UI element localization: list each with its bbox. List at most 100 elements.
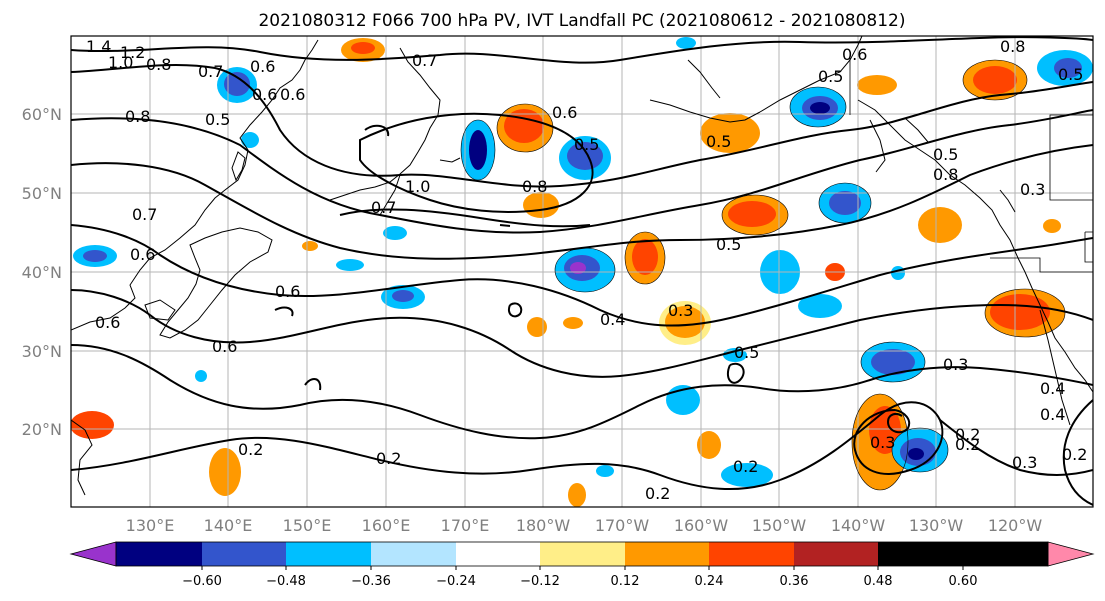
lat-label: 50°N: [22, 184, 62, 203]
contour-labels: 1.4 1.2 1.0 0.8 0.7 0.6 0.8 0.5 0.6 0.7 …: [86, 37, 1087, 503]
colorbar-tick-label: 0.60: [949, 574, 978, 589]
contour-label: 0.5: [574, 135, 599, 154]
contour-label: 1.4: [86, 37, 111, 56]
colorbar-tick-label: 0.12: [611, 574, 640, 589]
colorbar-bin: [202, 542, 286, 566]
coastlines: [71, 36, 1093, 496]
colorbar-tick-label: −0.24: [436, 574, 476, 589]
contour-label: 0.2: [733, 457, 758, 476]
lon-label: 170°E: [441, 516, 490, 535]
contour-label: 0.5: [734, 343, 759, 362]
map-title: 2021080312 F066 700 hPa PV, IVT Landfall…: [258, 11, 905, 31]
lon-label: 130°W: [909, 516, 964, 535]
contour-label: 0.6: [552, 103, 577, 122]
colorbar-tick-labels: −0.60 −0.48 −0.36 −0.24 −0.12 0.12 0.24 …: [182, 574, 977, 589]
graticule: [71, 36, 1093, 507]
lon-label: 130°E: [126, 516, 175, 535]
colorbar-bin: [286, 542, 371, 566]
lon-label: 160°E: [362, 516, 411, 535]
lat-label: 20°N: [22, 420, 62, 439]
lat-label: 30°N: [22, 342, 62, 361]
contour-label: 0.7: [371, 198, 396, 217]
colorbar-bin: [116, 542, 202, 566]
contour-label: 0.6: [95, 313, 120, 332]
colorbar-tick-label: −0.12: [520, 574, 560, 589]
contour-label: 0.5: [933, 145, 958, 164]
contour-label: 0.6: [250, 57, 275, 76]
colorbar-tick-label: 0.24: [695, 574, 724, 589]
contour-label: 0.8: [522, 177, 547, 196]
contour-label: 0.5: [818, 67, 843, 86]
longitude-labels: 130°E 140°E 150°E 160°E 170°E 180°W 170°…: [126, 516, 1043, 535]
contour-label: 0.2: [1062, 445, 1087, 464]
contour-label: 1.0: [405, 177, 430, 196]
lat-label: 40°N: [22, 263, 62, 282]
negative-anomaly: [73, 37, 1093, 487]
lon-label: 150°E: [283, 516, 332, 535]
colorbar-bin: [794, 542, 878, 566]
pv-contours: [71, 36, 1093, 506]
contour-label: 0.6: [280, 85, 305, 104]
contour-label: 0.8: [1000, 37, 1025, 56]
contour-label: 0.6: [252, 85, 277, 104]
colorbar-tick-label: −0.60: [182, 574, 222, 589]
colorbar-frame: [115, 541, 1049, 567]
contour-label: 0.5: [716, 235, 741, 254]
contour-label: 0.6: [842, 45, 867, 64]
contour-label: 1.0: [108, 53, 133, 72]
contour-label: 0.2: [238, 440, 263, 459]
contour-label: 0.2: [376, 449, 401, 468]
colorbar-ticks: [201, 566, 964, 570]
contour-label: 0.2: [955, 425, 980, 444]
contour-label: 0.8: [933, 165, 958, 184]
contour-label: 0.3: [870, 433, 895, 452]
lon-label: 180°W: [516, 516, 571, 535]
contour-label: 0.7: [132, 205, 157, 224]
contour-label: 0.6: [212, 337, 237, 356]
latitude-labels: 60°N 50°N 40°N 30°N 20°N: [22, 105, 62, 439]
contour-label: 0.7: [198, 62, 223, 81]
colorbar-extend-min: [69, 541, 117, 567]
contour-label: 0.3: [943, 355, 968, 374]
map-area: 1.4 1.2 1.0 0.8 0.7 0.6 0.8 0.5 0.6 0.7 …: [71, 36, 1093, 507]
contour-label: 0.2: [645, 484, 670, 503]
contour-label: 0.6: [130, 245, 155, 264]
contour-label: 0.3: [668, 301, 693, 320]
colorbar: −0.60 −0.48 −0.36 −0.24 −0.12 0.12 0.24 …: [69, 541, 1095, 589]
lon-label: 150°W: [752, 516, 807, 535]
lat-label: 60°N: [22, 105, 62, 124]
colorbar-tick-label: −0.48: [266, 574, 306, 589]
contour-label: 0.6: [275, 282, 300, 301]
lon-label: 160°W: [674, 516, 729, 535]
colorbar-bin: [963, 542, 1048, 566]
colorbar-bin: [709, 542, 794, 566]
contour-label: 0.3: [1012, 453, 1037, 472]
contour-label: 0.8: [125, 107, 150, 126]
contour-label: 0.5: [706, 132, 731, 151]
anomaly-outlines: [460, 59, 1066, 491]
colorbar-bin: [540, 542, 625, 566]
colorbar-bin: [371, 542, 456, 566]
map-frame: [70, 35, 1094, 508]
contour-label: 0.5: [1058, 65, 1083, 84]
colorbar-extend-max: [1047, 541, 1095, 567]
contour-label: 0.2: [955, 435, 980, 454]
contour-label: 1.2: [120, 43, 145, 62]
contour-label: 0.3: [1020, 180, 1045, 199]
colorbar-bin: [878, 542, 963, 566]
colorbar-bin: [625, 542, 709, 566]
colorbar-tick-label: 0.48: [864, 574, 893, 589]
contour-label: 0.4: [600, 310, 625, 329]
colorbar-tick-label: −0.36: [351, 574, 391, 589]
lon-label: 170°W: [595, 516, 650, 535]
lon-label: 140°E: [204, 516, 253, 535]
contour-label: 0.5: [205, 110, 230, 129]
lon-label: 120°W: [988, 516, 1043, 535]
contour-label: 0.4: [1040, 405, 1065, 424]
contour-label: 0.7: [412, 51, 437, 70]
colorbar-bin: [456, 542, 540, 566]
contour-label: 0.4: [1040, 379, 1065, 398]
positive-anomaly: [71, 38, 1065, 507]
lon-label: 140°W: [831, 516, 886, 535]
